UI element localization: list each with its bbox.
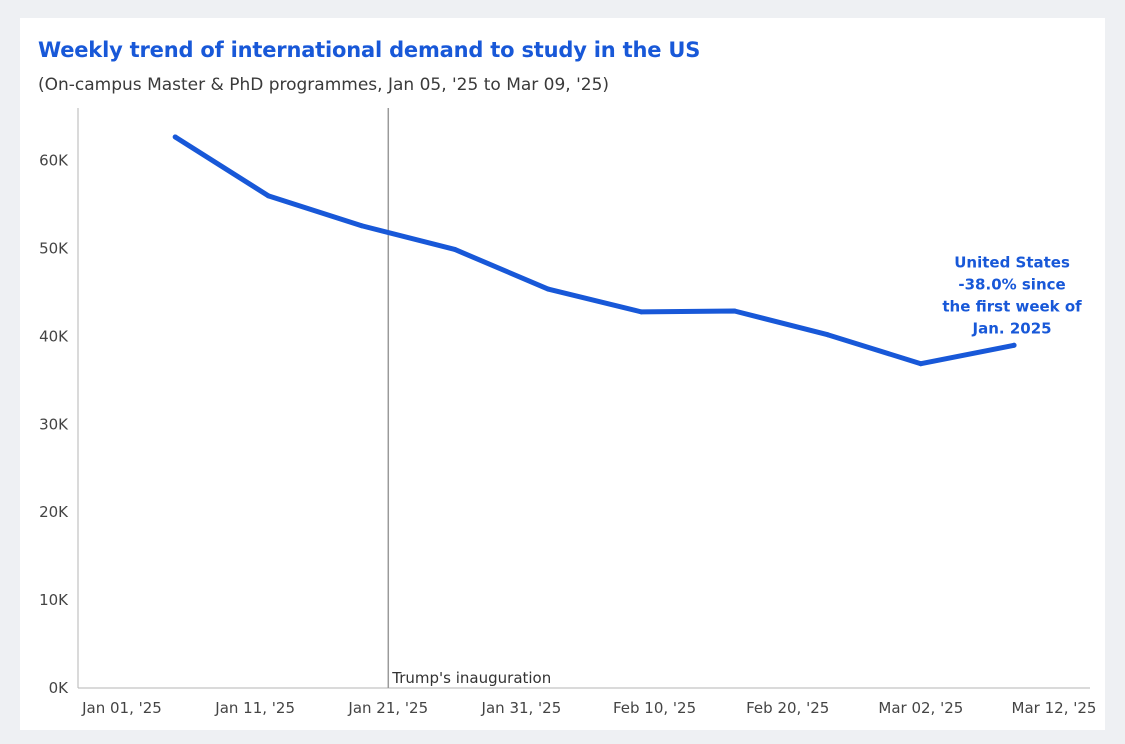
x-tick-label: Jan 01, '25	[81, 699, 162, 717]
x-tick-label: Mar 02, '25	[878, 699, 963, 717]
data-point	[265, 193, 271, 199]
x-tick-label: Jan 11, '25	[214, 699, 295, 717]
x-tick-label: Feb 20, '25	[746, 699, 829, 717]
chart-card	[20, 18, 1105, 730]
x-tick-label: Jan 31, '25	[481, 699, 562, 717]
series-end-label: the first week of	[942, 297, 1082, 315]
data-point	[1011, 342, 1017, 348]
chart-title: Weekly trend of international demand to …	[38, 38, 701, 62]
series-line-united-states	[172, 134, 1017, 367]
y-tick-label: 10K	[39, 591, 69, 609]
series-end-label: United States	[954, 253, 1070, 271]
data-point	[731, 308, 737, 314]
data-point	[918, 361, 924, 367]
data-point	[452, 246, 458, 252]
data-point	[359, 223, 365, 229]
x-tick-label: Jan 21, '25	[347, 699, 428, 717]
chart-subtitle: (On-campus Master & PhD programmes, Jan …	[38, 75, 610, 95]
data-point	[545, 286, 551, 292]
inauguration-label: Trump's inauguration	[391, 669, 551, 687]
x-tick-label: Feb 10, '25	[613, 699, 696, 717]
x-tick-label: Mar 12, '25	[1012, 699, 1097, 717]
data-point	[825, 332, 831, 338]
y-tick-label: 60K	[39, 152, 69, 170]
y-tick-label: 0K	[49, 679, 70, 697]
y-tick-label: 40K	[39, 327, 69, 345]
series-end-label: Jan. 2025	[972, 319, 1052, 337]
data-point	[172, 134, 178, 140]
y-tick-label: 50K	[39, 240, 69, 258]
y-tick-label: 30K	[39, 415, 69, 433]
data-point	[638, 309, 644, 315]
y-tick-label: 20K	[39, 503, 69, 521]
series-end-label: -38.0% since	[958, 275, 1065, 293]
